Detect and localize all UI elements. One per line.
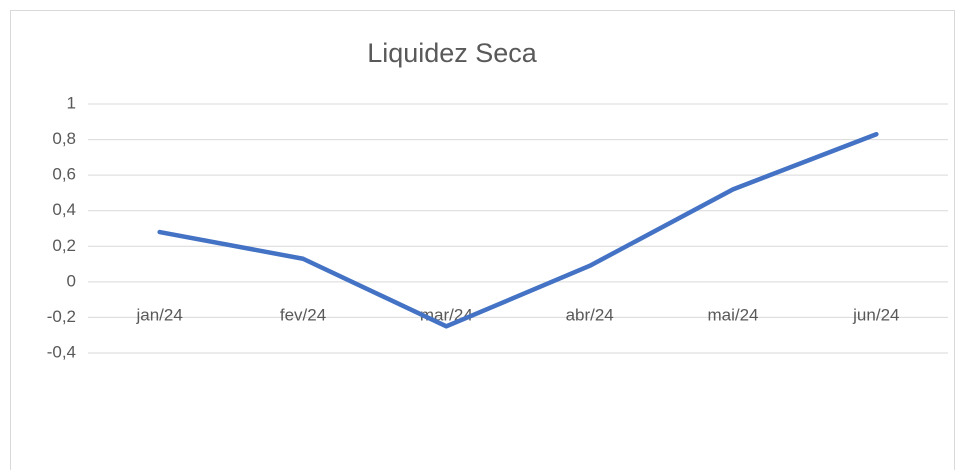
x-tick-label: jun/24 [852, 305, 899, 324]
x-tick-label: jan/24 [136, 305, 183, 324]
y-tick-label: -0,2 [47, 307, 76, 326]
x-tick-label: mai/24 [707, 305, 758, 324]
x-tick-label: abr/24 [566, 305, 614, 324]
y-tick-label: -0,4 [47, 342, 76, 361]
y-tick-label: 1 [67, 93, 76, 112]
chart-frame [10, 10, 955, 470]
y-tick-label: 0,2 [52, 236, 76, 255]
x-tick-label: fev/24 [280, 305, 326, 324]
y-tick-label: 0 [67, 271, 76, 290]
y-tick-label: 0,8 [52, 129, 76, 148]
y-tick-label: 0,4 [52, 200, 76, 219]
chart-title: Liquidez Seca [367, 38, 538, 68]
data-line [157, 131, 879, 329]
x-tick-label: mar/24 [420, 305, 473, 324]
y-tick-label: 0,6 [52, 165, 76, 184]
